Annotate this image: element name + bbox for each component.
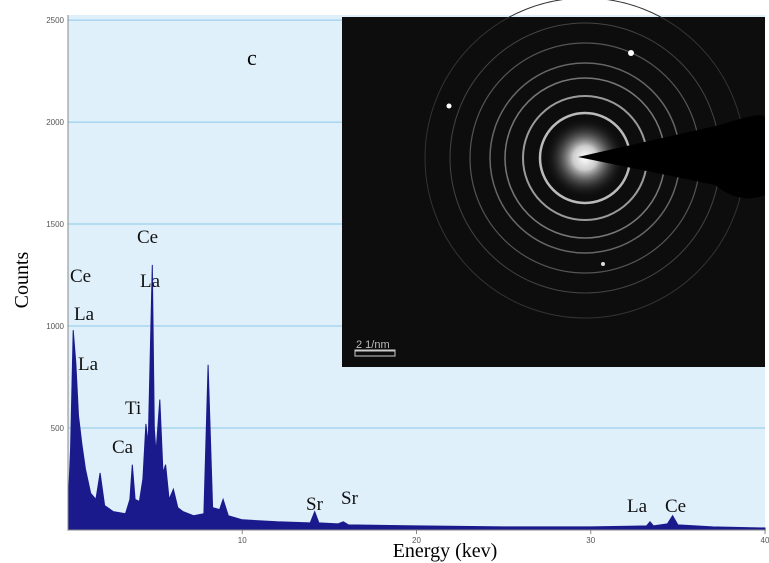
element-label: La: [74, 304, 95, 325]
x-tick-label: 40: [761, 536, 769, 545]
element-label: Sr: [341, 488, 359, 509]
element-label: Ca: [112, 437, 134, 458]
element-label: La: [78, 354, 99, 375]
x-tick-label: 20: [412, 536, 421, 545]
y-tick-label: 500: [51, 424, 65, 433]
x-axis-label: Energy (kev): [393, 540, 498, 562]
y-tick-label: 2500: [46, 16, 64, 25]
scale-label: 2 1/nm: [356, 339, 390, 351]
y-tick-label: 2000: [46, 118, 64, 127]
inset-image: 2 1/nm: [342, 0, 765, 367]
element-label: Ce: [70, 266, 91, 287]
spectrum: [67, 264, 766, 531]
y-tick-label: 1000: [46, 322, 64, 331]
x-tick-label: 10: [238, 536, 247, 545]
element-label: Ce: [665, 496, 686, 517]
element-label: Ti: [125, 398, 141, 419]
element-label: La: [627, 496, 648, 517]
x-tick-label: 30: [586, 536, 595, 545]
element-label: Sr: [306, 494, 324, 515]
element-label: Ce: [137, 227, 158, 248]
element-label: La: [140, 271, 161, 292]
y-tick-label: 1500: [46, 220, 64, 229]
y-axis-label: Counts: [11, 251, 33, 308]
panel-label: c: [247, 45, 257, 70]
